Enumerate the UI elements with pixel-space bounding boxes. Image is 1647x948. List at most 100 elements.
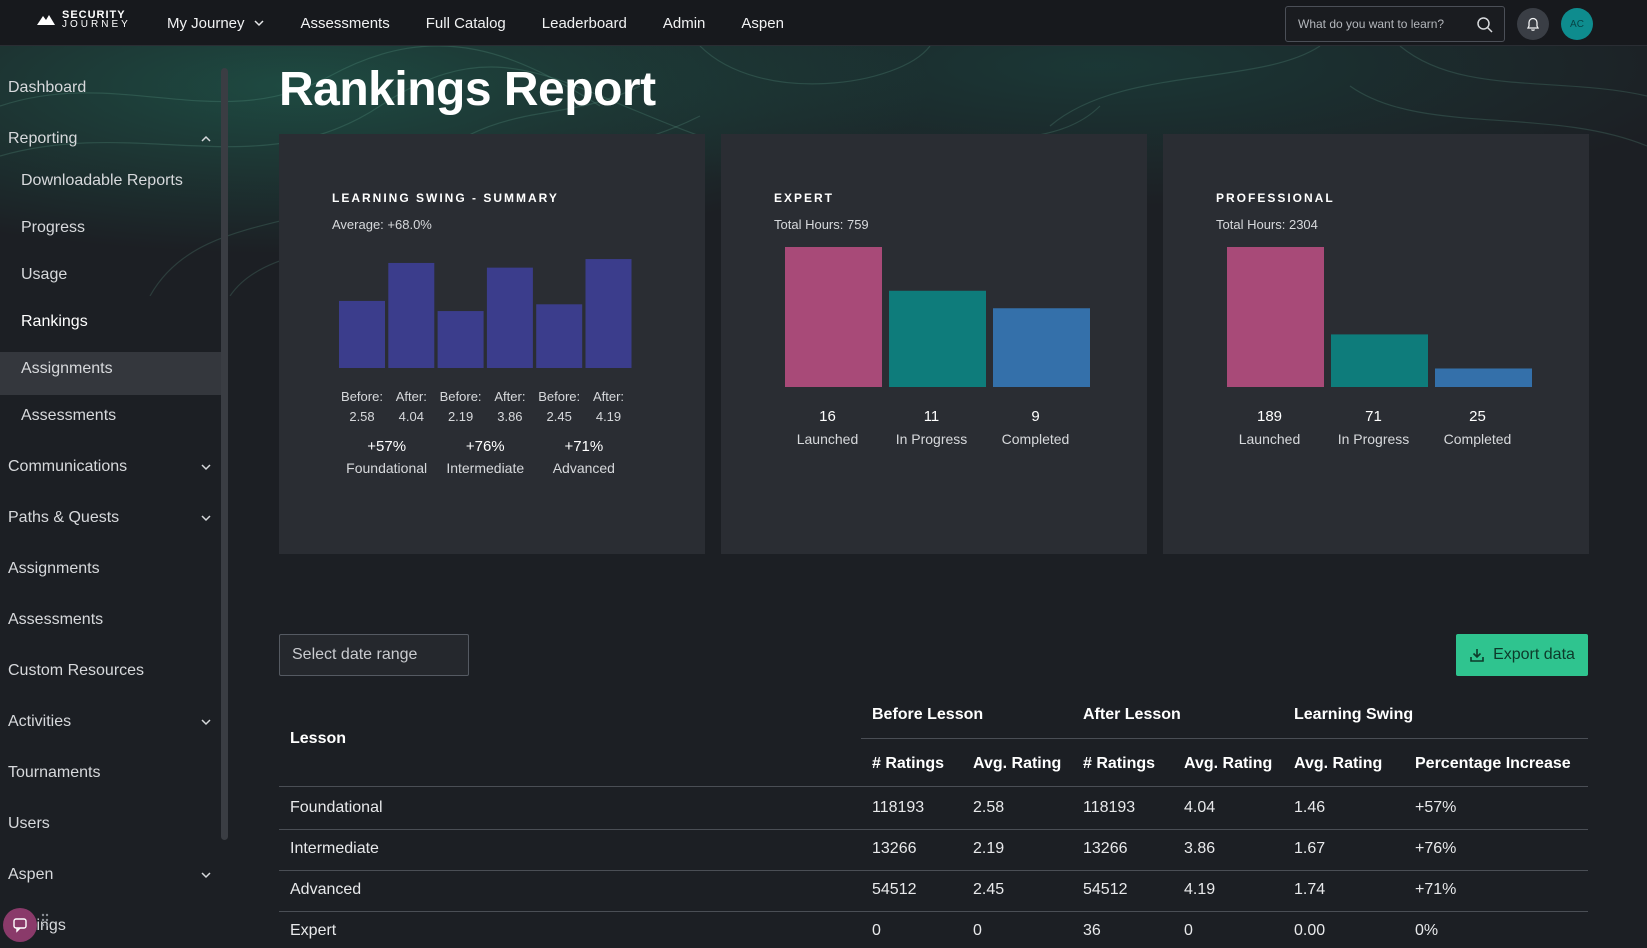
table-cell: 1.67	[1294, 840, 1326, 857]
nav-leaderboard[interactable]: Leaderboard	[541, 14, 627, 32]
sidebar-item-assessments[interactable]: Assessments	[8, 611, 212, 629]
table-cell: 1.46	[1294, 799, 1326, 816]
group-name: Foundational	[346, 460, 427, 476]
sidebar-item-label: Assessments	[8, 611, 104, 628]
sidebar-item-users[interactable]: Users	[8, 815, 212, 833]
security-journey-logo[interactable]: SECURITY JOURNEY	[36, 10, 131, 30]
sidebar-item-progress[interactable]: Progress	[21, 219, 212, 237]
sidebar-item-tournaments[interactable]: Tournaments	[8, 764, 212, 782]
header-bottom-divider	[279, 786, 1588, 787]
sidebar-item-label: Reporting	[8, 130, 78, 147]
sidebar	[0, 46, 222, 948]
stat-value: 71	[1365, 408, 1382, 425]
search-icon[interactable]	[1476, 16, 1494, 34]
stat-value: 9	[1031, 408, 1039, 425]
sidebar-item-downloadable-reports[interactable]: Downloadable Reports	[21, 172, 212, 190]
sidebar-item-activities[interactable]: Activities	[8, 713, 212, 731]
card-title: PROFESSIONAL	[1216, 191, 1335, 205]
stat-bar	[889, 290, 986, 387]
cell-lesson: Foundational	[290, 799, 383, 816]
sidebar-item-usage[interactable]: Usage	[21, 266, 212, 284]
chat-support-button[interactable]	[3, 908, 37, 942]
date-range-select[interactable]: Select date range	[279, 634, 469, 676]
cell-lesson: Intermediate	[290, 840, 379, 857]
expert-card: EXPERT Total Hours: 759 16 Launched 11 In P…	[721, 134, 1147, 554]
table-cell: 0	[1184, 922, 1193, 939]
professional-card: PROFESSIONAL Total Hours: 2304 189 Launch…	[1163, 134, 1589, 554]
bar-label-value: 2.58	[349, 409, 374, 424]
swing-bar	[536, 304, 583, 368]
sidebar-item-label: Users	[8, 815, 50, 832]
logo-mark-icon	[37, 15, 55, 25]
sidebar-active-highlight	[0, 352, 221, 395]
search-input[interactable]	[1298, 17, 1470, 31]
sidebar-item-label: Paths & Quests	[8, 509, 120, 526]
sidebar-item-assignments[interactable]: Assignments	[8, 560, 212, 578]
sidebar-item-assessments-report[interactable]: Assessments	[21, 407, 212, 425]
nav-admin[interactable]: Admin	[662, 14, 706, 32]
nav-assessments[interactable]: Assessments	[300, 14, 390, 32]
swing-bar	[388, 262, 435, 368]
table-cell: 36	[1083, 922, 1101, 939]
sidebar-item-rankings[interactable]: Rankings	[21, 313, 212, 331]
table-cell: 0	[872, 922, 881, 939]
header-lesson: Lesson	[290, 730, 347, 747]
nav-full-catalog[interactable]: Full Catalog	[425, 14, 506, 32]
table-cell: 2.45	[973, 881, 1005, 898]
chevron-down-icon	[201, 719, 211, 726]
group-percent: +57%	[367, 438, 406, 455]
nav-aspen[interactable]: Aspen	[741, 14, 784, 32]
sidebar-item-custom-resources[interactable]: Custom Resources	[8, 662, 212, 680]
stat-label: Completed	[1002, 431, 1070, 447]
table-cell: 118193	[1083, 799, 1136, 816]
cell-lesson: Expert	[290, 922, 337, 939]
chevron-up-icon	[201, 135, 211, 142]
table-cell: 13266	[872, 840, 917, 857]
top-navigation-bar: SECURITY JOURNEY My Journey Assessments …	[0, 0, 1647, 46]
card-title: EXPERT	[774, 191, 835, 205]
bar-label-top: After:	[396, 389, 427, 404]
group-percent: +71%	[564, 438, 603, 455]
sidebar-scrollbar[interactable]	[221, 68, 228, 840]
row-divider	[279, 911, 1588, 912]
chevron-down-icon	[201, 515, 211, 522]
stat-label: In Progress	[1338, 431, 1410, 447]
sidebar-item-settings[interactable]: Settings	[8, 917, 212, 935]
drag-handle-icon[interactable]	[40, 912, 50, 928]
table-cell: +71%	[1415, 881, 1457, 898]
table-cell: 3.86	[1184, 840, 1216, 857]
nav-my-journey[interactable]: My Journey	[167, 15, 265, 32]
sidebar-item-label: Downloadable Reports	[21, 172, 183, 189]
stat-bar	[785, 247, 882, 387]
table-cell: 4.04	[1184, 799, 1216, 816]
table-cell: 2.58	[973, 799, 1005, 816]
bar-label-value: 4.04	[399, 409, 424, 424]
subheader-swing-avg: Avg. Rating	[1294, 755, 1383, 772]
sidebar-item-reporting[interactable]: Reporting	[8, 130, 212, 148]
sidebar-item-dashboard[interactable]: Dashboard	[8, 79, 212, 97]
stat-bar	[993, 308, 1090, 387]
table-cell: 13266	[1083, 840, 1128, 857]
sidebar-item-assignments-report[interactable]: Assignments	[21, 360, 212, 378]
row-divider	[279, 829, 1588, 830]
user-avatar[interactable]: AC	[1561, 8, 1593, 40]
chevron-down-icon	[201, 872, 211, 879]
subheader-before-ratings: # Ratings	[872, 755, 945, 772]
group-name: Intermediate	[446, 460, 524, 476]
notifications-button[interactable]	[1517, 8, 1549, 40]
page-title: Rankings Report	[279, 63, 656, 116]
sidebar-item-communications[interactable]: Communications	[8, 458, 212, 476]
stat-label: Launched	[1239, 431, 1301, 447]
stat-bar	[1331, 334, 1428, 387]
download-icon	[1470, 649, 1484, 662]
sidebar-item-paths-quests[interactable]: Paths & Quests	[8, 509, 212, 527]
export-data-button[interactable]: Export data	[1456, 634, 1588, 676]
sidebar-item-label: Rankings	[21, 313, 88, 330]
table-cell: 118193	[872, 799, 925, 816]
table-cell: +76%	[1415, 840, 1457, 857]
chat-icon	[13, 918, 27, 933]
sidebar-item-label: Progress	[21, 219, 86, 236]
bell-icon	[1526, 17, 1540, 31]
sidebar-item-label: Dashboard	[8, 79, 87, 96]
sidebar-item-aspen[interactable]: Aspen	[8, 866, 212, 884]
